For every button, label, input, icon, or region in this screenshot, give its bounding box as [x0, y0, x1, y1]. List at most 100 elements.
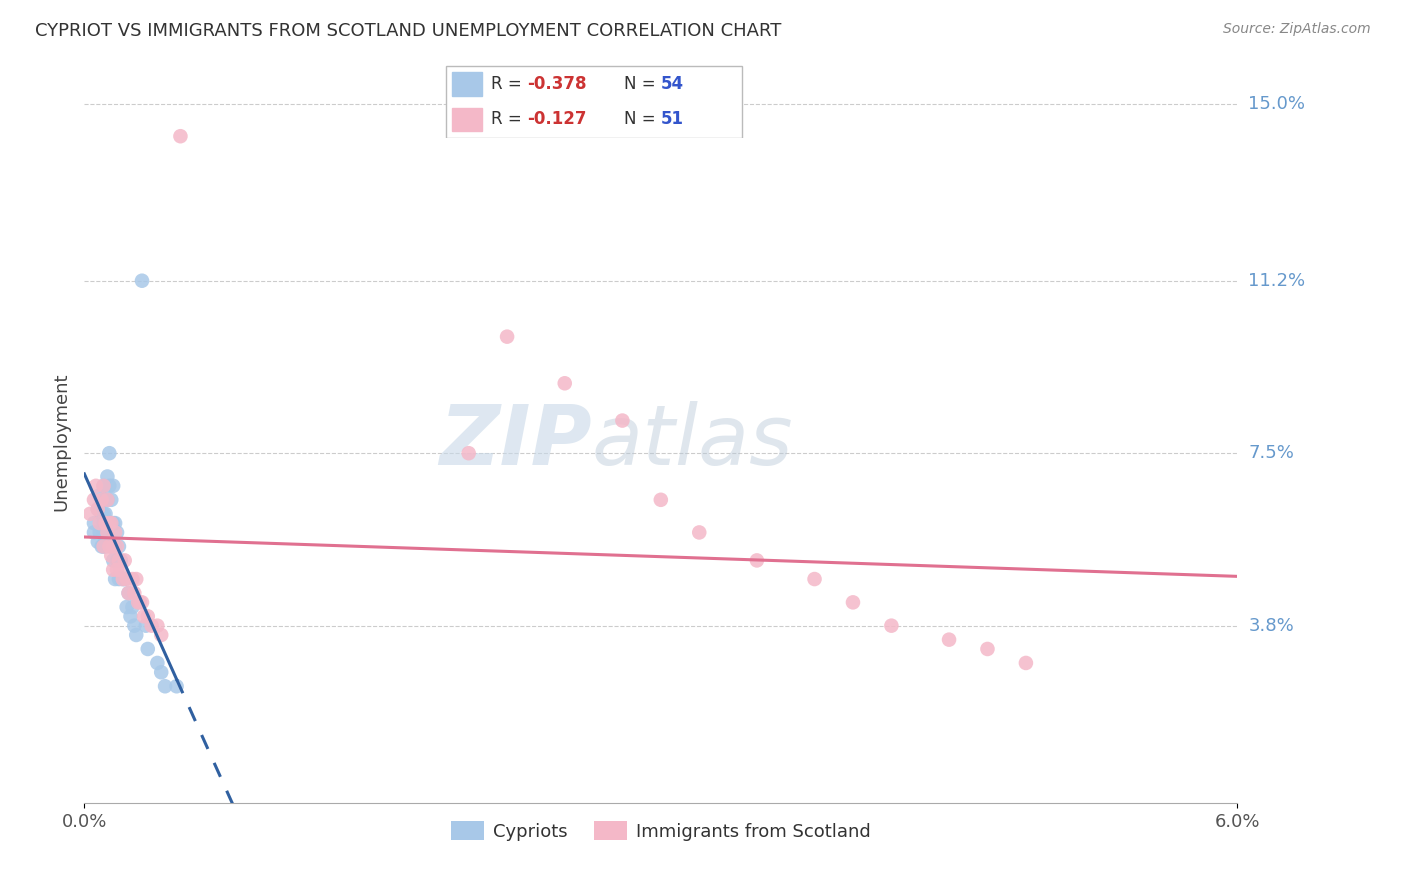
Point [103, 540, 124, 554]
Point [745, 553, 768, 567]
Point [89, 516, 111, 530]
Text: CYPRIOT VS IMMIGRANTS FROM SCOTLAND UNEMPLOYMENT CORRELATION CHART: CYPRIOT VS IMMIGRANTS FROM SCOTLAND UNEM… [35, 22, 782, 40]
Point [96, 525, 118, 540]
Point [98, 446, 121, 460]
Point [103, 479, 124, 493]
Point [83, 525, 105, 540]
Text: R =: R = [491, 75, 527, 93]
Point [87, 502, 110, 516]
Point [938, 632, 960, 647]
Point [96, 516, 118, 530]
Text: -0.378: -0.378 [527, 75, 588, 93]
Point [103, 516, 124, 530]
Point [114, 553, 136, 567]
Point [131, 274, 153, 288]
Point [131, 595, 153, 609]
Text: N =: N = [624, 75, 661, 93]
Point [842, 595, 865, 609]
Bar [451, 108, 482, 131]
Point [98, 516, 121, 530]
Point [93, 516, 115, 530]
Point [117, 586, 139, 600]
Point [169, 129, 191, 144]
Point [100, 549, 122, 563]
Point [103, 553, 124, 567]
Text: 15.0%: 15.0% [1249, 95, 1305, 112]
Legend: Cypriots, Immigrants from Scotland: Cypriots, Immigrants from Scotland [444, 814, 877, 848]
Y-axis label: Unemployment: Unemployment [52, 372, 70, 511]
Point [110, 563, 132, 577]
Point [803, 572, 825, 586]
Point [96, 525, 118, 540]
Text: atlas: atlas [592, 401, 793, 482]
Point [96, 492, 118, 507]
Point [554, 376, 576, 391]
Point [166, 679, 188, 693]
Point [90, 492, 112, 507]
Point [114, 572, 136, 586]
Point [1015, 656, 1038, 670]
Point [84, 479, 107, 493]
Point [93, 507, 115, 521]
Point [496, 329, 519, 343]
Point [104, 572, 127, 586]
Text: N =: N = [624, 111, 661, 128]
Point [117, 586, 139, 600]
Point [129, 595, 152, 609]
Point [880, 618, 903, 632]
Text: 7.5%: 7.5% [1249, 444, 1295, 462]
Point [96, 469, 118, 483]
Point [98, 540, 121, 554]
Point [108, 572, 131, 586]
Text: ZIP: ZIP [439, 401, 592, 482]
Point [115, 572, 138, 586]
Point [105, 540, 128, 554]
Point [93, 540, 115, 554]
Point [94, 540, 117, 554]
Text: -0.127: -0.127 [527, 111, 588, 128]
Point [146, 618, 169, 632]
Point [87, 502, 110, 516]
Point [98, 479, 121, 493]
Point [104, 516, 127, 530]
Point [93, 479, 115, 493]
Point [125, 572, 148, 586]
Point [146, 656, 169, 670]
Point [124, 618, 146, 632]
Point [108, 553, 131, 567]
Point [150, 665, 173, 680]
Point [105, 525, 128, 540]
Point [94, 507, 117, 521]
Point [93, 525, 115, 540]
Point [124, 586, 146, 600]
Point [127, 595, 149, 609]
Point [125, 628, 148, 642]
Point [94, 492, 117, 507]
Point [135, 618, 157, 632]
FancyBboxPatch shape [446, 66, 742, 137]
Point [111, 572, 134, 586]
Text: R =: R = [491, 111, 527, 128]
Point [457, 446, 479, 460]
Point [105, 563, 128, 577]
Point [87, 534, 110, 549]
Point [100, 516, 122, 530]
Text: 54: 54 [661, 75, 683, 93]
Point [121, 572, 143, 586]
Point [141, 618, 163, 632]
Point [136, 609, 159, 624]
Point [650, 492, 672, 507]
Text: 51: 51 [661, 111, 683, 128]
Point [132, 609, 155, 624]
Point [136, 642, 159, 657]
Bar [451, 72, 482, 95]
Point [79, 507, 101, 521]
Point [150, 628, 173, 642]
Point [105, 553, 128, 567]
Point [976, 642, 998, 657]
Point [115, 600, 138, 615]
Point [121, 600, 143, 615]
Point [89, 488, 111, 502]
Point [108, 540, 131, 554]
Point [111, 572, 134, 586]
